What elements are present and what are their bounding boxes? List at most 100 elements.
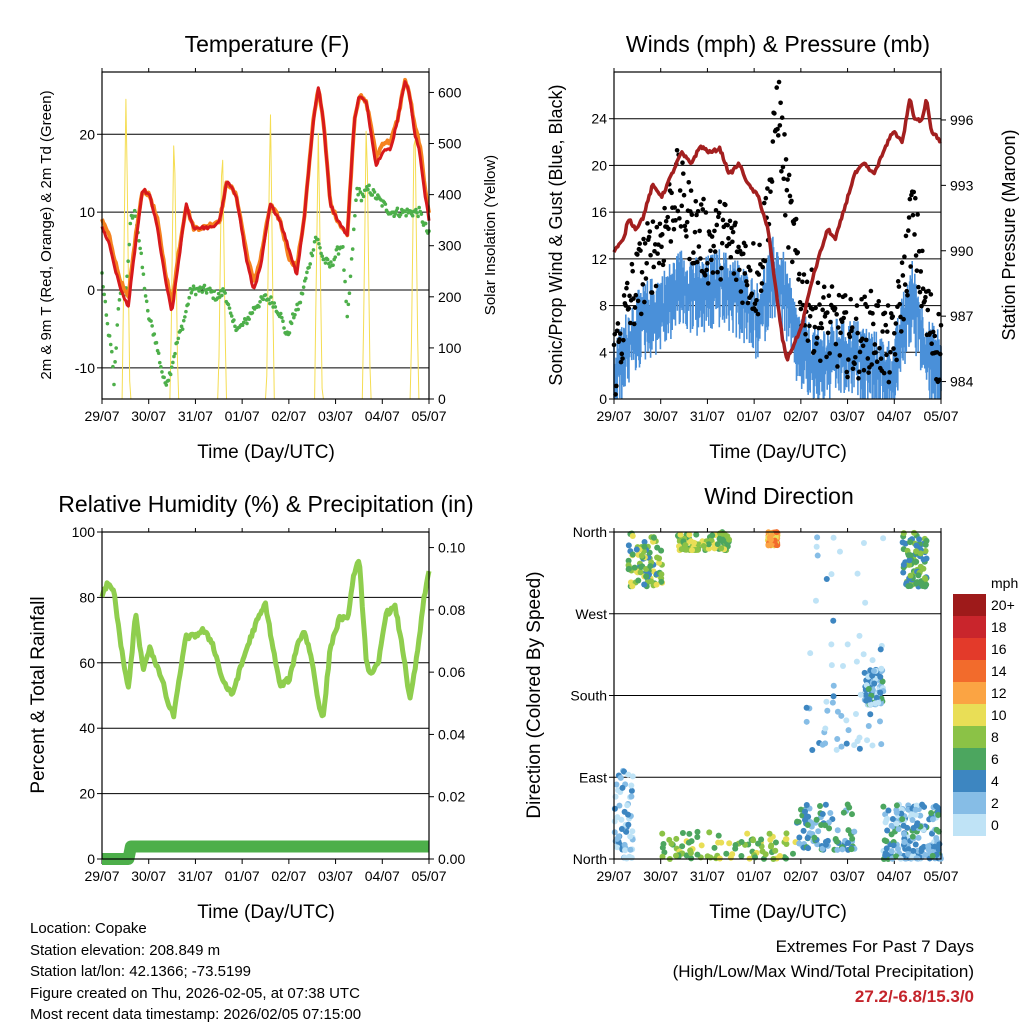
wind-direction-point xyxy=(923,537,930,544)
gust-point xyxy=(673,218,678,223)
dewpoint-point xyxy=(227,306,232,310)
humidity-x-label: Time (Day/UTC) xyxy=(197,902,335,923)
wind-direction-point xyxy=(620,768,627,775)
gust-point xyxy=(807,323,812,329)
dewpoint-point xyxy=(173,351,177,356)
wind-direction-point xyxy=(822,725,829,732)
wind-direction-point xyxy=(877,689,884,696)
wind-direction-point xyxy=(783,830,790,837)
gust-point xyxy=(726,236,731,241)
wind-direction-point xyxy=(906,557,913,564)
dewpoint-point xyxy=(310,253,315,258)
wind-direction-point xyxy=(884,815,891,822)
x-tick-label: 01/07 xyxy=(737,408,772,424)
gust-point xyxy=(922,298,927,304)
dewpoint-point xyxy=(166,378,171,383)
wind-direction-point xyxy=(627,846,634,853)
wind-direction-point xyxy=(851,828,858,835)
gust-point xyxy=(814,335,820,341)
wind-direction-point xyxy=(898,810,905,817)
wind-direction-point xyxy=(845,840,852,847)
dewpoint-point xyxy=(269,295,273,299)
gust-point xyxy=(684,219,690,225)
legend-swatch xyxy=(953,638,986,660)
wind-direction-point xyxy=(877,673,884,680)
wind-direction-point xyxy=(882,850,889,857)
dewpoint-point xyxy=(415,211,419,215)
gust-point xyxy=(780,164,786,170)
wind-direction-point xyxy=(922,851,929,858)
x-tick-label: 01/07 xyxy=(225,408,260,424)
dewpoint-point xyxy=(189,290,194,295)
recent-data-text: Most recent data timestamp: 2026/02/05 0… xyxy=(30,1006,362,1023)
x-tick-label: 05/07 xyxy=(923,868,958,884)
dewpoint-point xyxy=(113,360,117,364)
dewpoint-point xyxy=(228,311,233,315)
gust-point xyxy=(777,123,783,128)
gust-point xyxy=(930,329,936,335)
legend-swatch xyxy=(953,660,986,682)
gust-point xyxy=(913,253,919,258)
dewpoint-point xyxy=(160,370,164,374)
gust-point xyxy=(698,256,703,261)
gust-point xyxy=(727,218,733,224)
dewpoint-point xyxy=(159,364,163,369)
dewpoint-point xyxy=(111,364,115,369)
dewpoint-point xyxy=(298,300,303,305)
wind-direction-panel: Wind Direction NorthEastSouthWestNorth29… xyxy=(524,483,1018,923)
dewpoint-point xyxy=(204,291,209,295)
gust-point xyxy=(774,85,780,90)
wind-direction-point xyxy=(738,853,745,860)
y2-tick-label: 400 xyxy=(438,187,462,203)
dewpoint-point xyxy=(350,247,355,251)
wind-direction-point xyxy=(828,662,835,669)
dewpoint-point xyxy=(403,209,407,214)
gust-point xyxy=(853,316,859,322)
winds-plot: 0 4 8 12 16 20 24 984 987 990 993 996 29/07 30/07 31/0… xyxy=(591,68,974,424)
dewpoint-point xyxy=(115,323,120,327)
gust-point xyxy=(718,277,723,282)
gust-point xyxy=(762,258,768,264)
temp-2m-line xyxy=(100,80,431,312)
dewpoint-point xyxy=(229,314,234,318)
dewpoint-point xyxy=(176,336,181,341)
y2-tick-label: 0.06 xyxy=(438,664,465,680)
gust-point xyxy=(614,328,620,334)
gust-point xyxy=(873,350,878,355)
gust-point xyxy=(797,300,803,305)
wind-direction-point xyxy=(715,839,722,846)
gust-point xyxy=(782,132,787,137)
wind-direction-point xyxy=(618,826,625,833)
x-tick-label: 04/07 xyxy=(365,408,400,424)
gust-point xyxy=(782,212,788,218)
gust-point xyxy=(744,282,750,288)
gust-point xyxy=(920,286,926,291)
gust-point xyxy=(929,341,934,347)
wind-direction-point xyxy=(856,632,863,639)
wind-direction-point xyxy=(928,810,935,817)
gust-point xyxy=(864,304,870,310)
wind-direction-point xyxy=(627,833,634,840)
y2-tick-label: 600 xyxy=(438,84,462,100)
gust-point xyxy=(852,361,857,367)
x-tick-label: 04/07 xyxy=(877,408,912,424)
y-tick-label: 80 xyxy=(79,589,95,605)
wind-direction-point xyxy=(830,682,837,689)
gust-point xyxy=(765,186,770,191)
wind-direction-point xyxy=(619,784,626,791)
gust-point xyxy=(932,333,938,339)
wind-direction-point xyxy=(694,851,701,858)
x-tick-label: 29/07 xyxy=(596,868,631,884)
dewpoint-point xyxy=(343,279,347,284)
wind-direction-point xyxy=(836,548,843,555)
gust-point xyxy=(775,126,780,132)
dewpoint-point xyxy=(398,212,403,217)
gust-point xyxy=(860,336,865,342)
gust-point xyxy=(936,311,941,317)
gust-point xyxy=(869,362,875,367)
temperature-title: Temperature (F) xyxy=(185,31,350,57)
dewpoint-point xyxy=(258,299,262,304)
gust-point xyxy=(854,303,860,308)
dewpoint-point xyxy=(140,265,145,270)
dewpoint-point xyxy=(366,187,370,192)
